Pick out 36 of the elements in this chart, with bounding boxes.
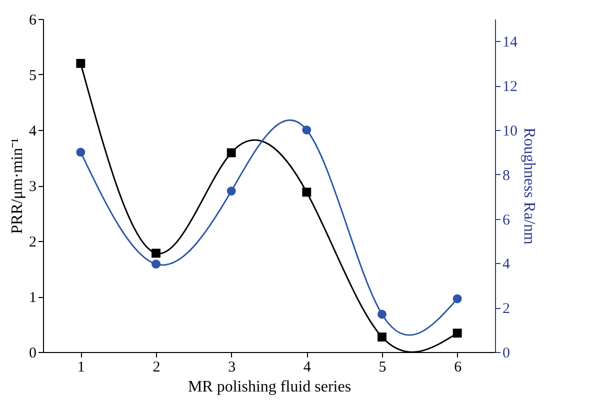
x-axis-title: MR polishing fluid series [188, 378, 352, 396]
x-tick-label: 4 [303, 360, 312, 376]
x-tick-label: 6 [454, 360, 462, 376]
point [302, 126, 312, 134]
y-tick-label: 5 [29, 68, 36, 84]
y-tick-label: 6 [29, 12, 37, 28]
point [302, 188, 312, 197]
y2-axis-title: Roughness Ra/nm [520, 128, 538, 245]
point [378, 332, 386, 342]
y2-tick-label: 12 [502, 79, 518, 96]
point [378, 310, 386, 319]
x-tick-label: 3 [228, 360, 236, 376]
y2-tick-label: 4 [502, 256, 510, 273]
y-tick-label: 4 [29, 124, 37, 140]
y2-tick-label: 6 [502, 212, 510, 228]
y-axis-title: PRR/μm·min⁻¹ [9, 138, 26, 234]
y-tick-label: 1 [29, 290, 36, 306]
y-tick-label: 3 [29, 179, 36, 195]
point [226, 186, 236, 196]
y2-tick-label: 10 [502, 124, 518, 140]
y2-tick-label: 2 [502, 301, 510, 318]
x-tick-label: 1 [77, 360, 85, 376]
point [76, 148, 86, 157]
y-tick-label: 0 [29, 346, 36, 362]
y-tick-label: 2 [29, 234, 36, 250]
point [152, 248, 160, 258]
point [452, 294, 462, 304]
y2-tick-label: 8 [502, 168, 510, 184]
point [452, 328, 462, 338]
point [226, 148, 236, 158]
point [76, 58, 86, 68]
y2-tick-label: 14 [502, 34, 518, 51]
y2-tick-label: 0 [502, 346, 510, 362]
x-tick-label: 5 [378, 360, 386, 376]
point [152, 260, 160, 269]
x-tick-label: 2 [152, 360, 160, 376]
